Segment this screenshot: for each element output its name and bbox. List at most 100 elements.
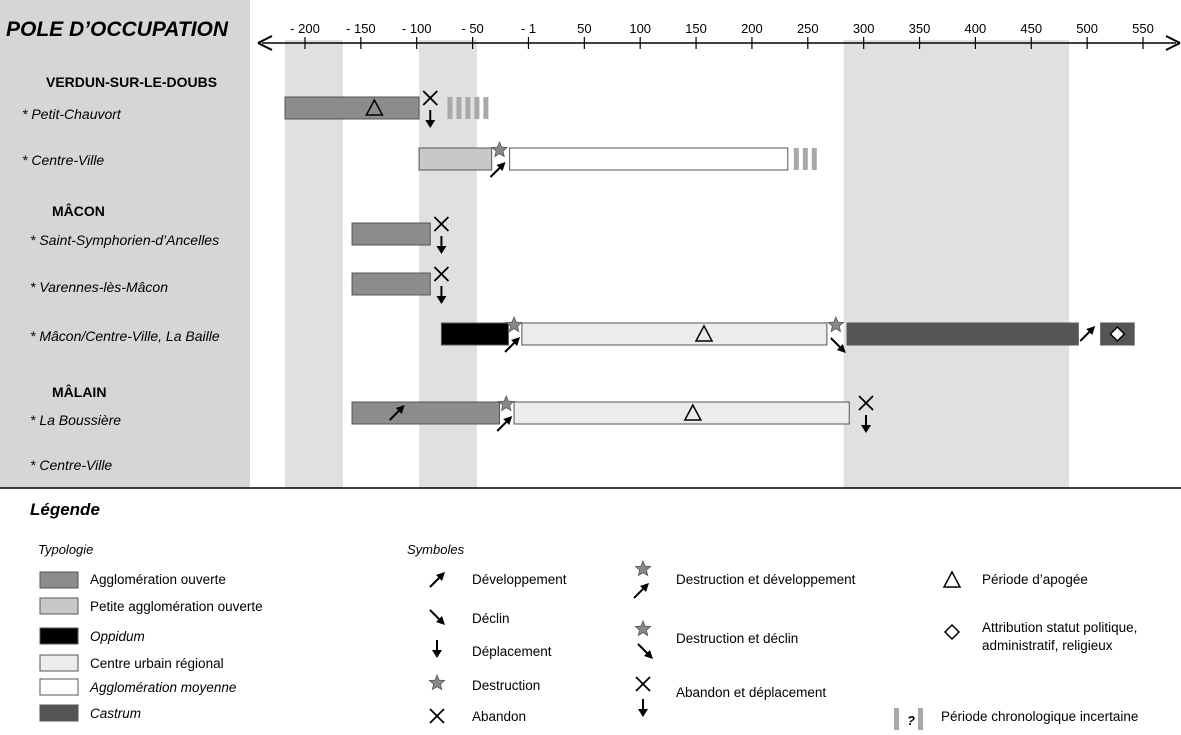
site-label-macon-centre-ville: * Mâcon/Centre-Ville, La Baille <box>30 328 220 344</box>
timeline-bar <box>351 272 431 296</box>
axis-tick-label: 300 <box>853 21 875 36</box>
axis-arrow-right-icon <box>1165 35 1181 51</box>
legend-type-label: Agglomération ouverte <box>90 572 226 587</box>
displacement-arrowhead-icon <box>861 425 872 433</box>
timeline-bar <box>351 401 501 425</box>
uncertain-period-mark <box>483 97 489 119</box>
site-label-saint-symphorien: * Saint-Symphorien-d’Ancelles <box>30 232 220 248</box>
axis-tick-label: 250 <box>797 21 819 36</box>
shaded-period <box>843 40 1070 488</box>
axis-tick-label: 550 <box>1132 21 1154 36</box>
legend-symbol-label: Destruction et déclin <box>676 631 799 646</box>
legend-symbol-label: Développement <box>472 572 567 587</box>
uncertain-period-mark <box>465 97 471 119</box>
decline-arrowhead-icon <box>644 650 653 659</box>
label-column-bg <box>0 0 250 488</box>
timeline-bar <box>284 96 420 120</box>
uncertain-period-mark <box>474 97 480 119</box>
destruction-star-icon <box>634 619 652 637</box>
legend-symboles-heading: Symboles <box>407 542 465 557</box>
uncertain-period-mark <box>918 708 923 730</box>
legend-type-swatch <box>39 704 79 722</box>
uncertain-period-mark <box>447 97 453 119</box>
legend-type-swatch <box>39 678 79 696</box>
development-arrowhead-icon <box>511 337 521 346</box>
decline-arrowhead-icon <box>436 616 445 625</box>
status-diamond-icon <box>943 623 961 641</box>
legend-type-swatch <box>39 627 79 645</box>
legend-symbol-label: Destruction <box>472 678 541 693</box>
legend-title: Légende <box>30 500 100 519</box>
axis-tick-label: - 100 <box>402 21 432 36</box>
destruction-star-icon <box>490 140 509 158</box>
group-label-macon: MÂCON <box>52 203 105 219</box>
legend-symbol-label: Abandon <box>472 709 527 724</box>
legend-typologie-heading: Typologie <box>38 542 94 557</box>
timeline-bar <box>440 322 509 346</box>
legend-symbol-label: Déclin <box>472 611 510 626</box>
site-label-petit-chauvort: * Petit-Chauvort <box>22 106 121 122</box>
group-label-malain: MÂLAIN <box>52 384 107 400</box>
legend-type-swatch <box>39 571 79 589</box>
displacement-arrowhead-icon <box>432 650 442 658</box>
legend-question-mark: ? <box>907 713 915 728</box>
axis-tick-label: 400 <box>965 21 987 36</box>
destruction-star-icon <box>634 559 652 577</box>
legend-symbol-label: Période chronologique incertaine <box>941 709 1139 724</box>
legend-symbol-label: Abandon et déplacement <box>676 685 827 700</box>
development-arrowhead-icon <box>1086 326 1096 335</box>
axis-tick-label: - 200 <box>290 21 320 36</box>
apogee-triangle-icon <box>942 570 962 588</box>
apogee-triangle-icon <box>694 324 714 342</box>
legend-type-label: Oppidum <box>90 629 145 644</box>
axis-arrow-left-icon <box>257 35 273 51</box>
site-label-malain-centre-ville: * Centre-Ville <box>30 457 113 473</box>
displacement-arrowhead-icon <box>436 246 447 254</box>
abandon-cross-icon <box>433 266 450 282</box>
axis-tick-label: 100 <box>629 21 651 36</box>
timeline-bar <box>521 322 828 346</box>
uncertain-period-mark <box>793 148 799 170</box>
site-label-verdun-centre-ville: * Centre-Ville <box>22 152 105 168</box>
development-arrowhead-icon <box>640 583 649 592</box>
axis-tick-label: 500 <box>1076 21 1098 36</box>
displacement-arrowhead-icon <box>638 709 648 717</box>
destruction-star-icon <box>505 315 523 333</box>
development-arrowhead-icon <box>496 162 506 171</box>
axis-tick-label: 150 <box>685 21 707 36</box>
legend-type-label: Centre urbain régional <box>90 656 224 671</box>
axis-tick-label: 200 <box>741 21 763 36</box>
legend-symbol-label: Période d’apogée <box>982 572 1088 587</box>
displacement-arrowhead-icon <box>436 296 447 304</box>
legend-symbol-label: Destruction et développement <box>676 572 856 587</box>
legend-type-label: Petite agglomération ouverte <box>90 599 263 614</box>
legend-symbol-label: administratif, religieux <box>982 638 1113 653</box>
abandon-cross-icon <box>635 676 651 692</box>
timeline-bar <box>509 147 789 171</box>
legend-symbol-label: Déplacement <box>472 644 552 659</box>
legend-symbol-label: Attribution statut politique, <box>982 620 1138 635</box>
development-arrowhead-icon <box>503 416 513 425</box>
legend-type-swatch <box>39 597 79 615</box>
abandon-cross-icon <box>429 708 445 724</box>
uncertain-period-mark <box>456 97 462 119</box>
axis-tick-label: 450 <box>1020 21 1042 36</box>
abandon-cross-icon <box>433 216 450 232</box>
destruction-star-icon <box>827 315 845 333</box>
destruction-star-icon <box>428 673 446 691</box>
axis-tick-label: - 1 <box>521 21 536 36</box>
site-label-la-boussiere: * La Boussière <box>30 412 122 428</box>
uncertain-period-mark <box>894 708 899 730</box>
development-arrowhead-icon <box>395 405 405 414</box>
status-diamond-icon <box>1109 325 1126 343</box>
axis-tick-label: - 150 <box>346 21 376 36</box>
timeline-bar <box>513 401 850 425</box>
axis-tick-label: - 50 <box>461 21 483 36</box>
timeline-bar <box>418 147 493 171</box>
axis-tick-label: 50 <box>577 21 591 36</box>
uncertain-period-mark <box>802 148 808 170</box>
displacement-arrowhead-icon <box>425 120 436 128</box>
legend-type-label: Castrum <box>90 706 142 721</box>
uncertain-period-mark <box>811 148 817 170</box>
